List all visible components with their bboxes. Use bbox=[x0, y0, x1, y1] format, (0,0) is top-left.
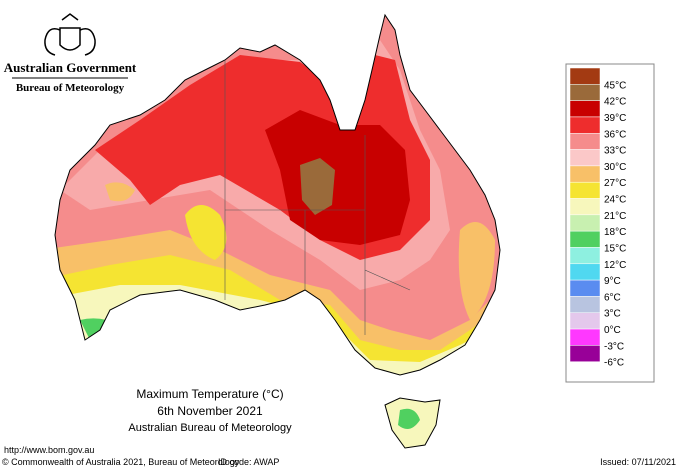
legend-label: 39°C bbox=[604, 113, 626, 124]
legend-swatch bbox=[569, 198, 601, 216]
legend-label: 45°C bbox=[604, 80, 626, 91]
legend-swatch bbox=[569, 149, 601, 167]
coastline bbox=[54, 13, 501, 449]
map-title: Maximum Temperature (°C) bbox=[136, 387, 283, 401]
footer-url: http://www.bom.gov.au bbox=[4, 445, 94, 455]
legend-label: 27°C bbox=[604, 178, 626, 189]
legend-label: 6°C bbox=[604, 292, 621, 303]
legend-swatch bbox=[569, 328, 601, 346]
legend-label: 12°C bbox=[604, 260, 626, 271]
legend-label: -3°C bbox=[604, 341, 624, 352]
legend-swatch bbox=[569, 181, 601, 199]
map-date: 6th November 2021 bbox=[157, 404, 263, 418]
legend-swatch bbox=[569, 165, 601, 183]
legend-swatch bbox=[569, 116, 601, 134]
legend-label: 15°C bbox=[604, 243, 626, 254]
legend-label: 36°C bbox=[604, 129, 626, 140]
legend-label: 21°C bbox=[604, 211, 626, 222]
legend-swatch bbox=[569, 230, 601, 248]
footer-issued: Issued: 07/11/2021 bbox=[600, 457, 676, 467]
legend-label: 30°C bbox=[604, 162, 626, 173]
legend-label: 42°C bbox=[604, 97, 626, 108]
legend-swatch bbox=[569, 67, 601, 85]
footer-copyright: © Commonwealth of Australia 2021, Bureau… bbox=[2, 457, 240, 467]
legend-label: 9°C bbox=[604, 276, 621, 287]
map-source: Australian Bureau of Meteorology bbox=[128, 422, 292, 434]
legend-frame bbox=[565, 63, 655, 383]
legend-swatch bbox=[569, 84, 601, 101]
legend-label: 0°C bbox=[604, 325, 621, 336]
legend-label: 33°C bbox=[604, 146, 626, 157]
crest bbox=[44, 13, 96, 56]
legend-label: 18°C bbox=[604, 227, 626, 238]
legend-swatch bbox=[569, 247, 601, 265]
legend-swatch bbox=[569, 312, 601, 330]
legend: 45°C 42°C 39°C 36°C 33°C 30°C 27°C 24°C 21°C 18°C… bbox=[565, 63, 655, 383]
legend-label: -6°C bbox=[604, 358, 624, 369]
legend-swatch bbox=[569, 279, 601, 297]
legend-swatch bbox=[569, 263, 601, 281]
bureau-name: Bureau of Meteorology bbox=[16, 82, 125, 94]
legend-swatch bbox=[569, 133, 601, 150]
footer-id: ID code: AWAP bbox=[218, 457, 279, 467]
state-borders bbox=[224, 60, 411, 335]
legend-label: 3°C bbox=[604, 309, 621, 320]
legend-swatch bbox=[569, 296, 601, 313]
legend-label: 24°C bbox=[604, 195, 626, 206]
legend-swatch bbox=[569, 100, 601, 118]
legend-swatch bbox=[569, 345, 601, 362]
gov-name: Australian Government bbox=[4, 60, 137, 75]
legend-swatch bbox=[569, 214, 601, 232]
